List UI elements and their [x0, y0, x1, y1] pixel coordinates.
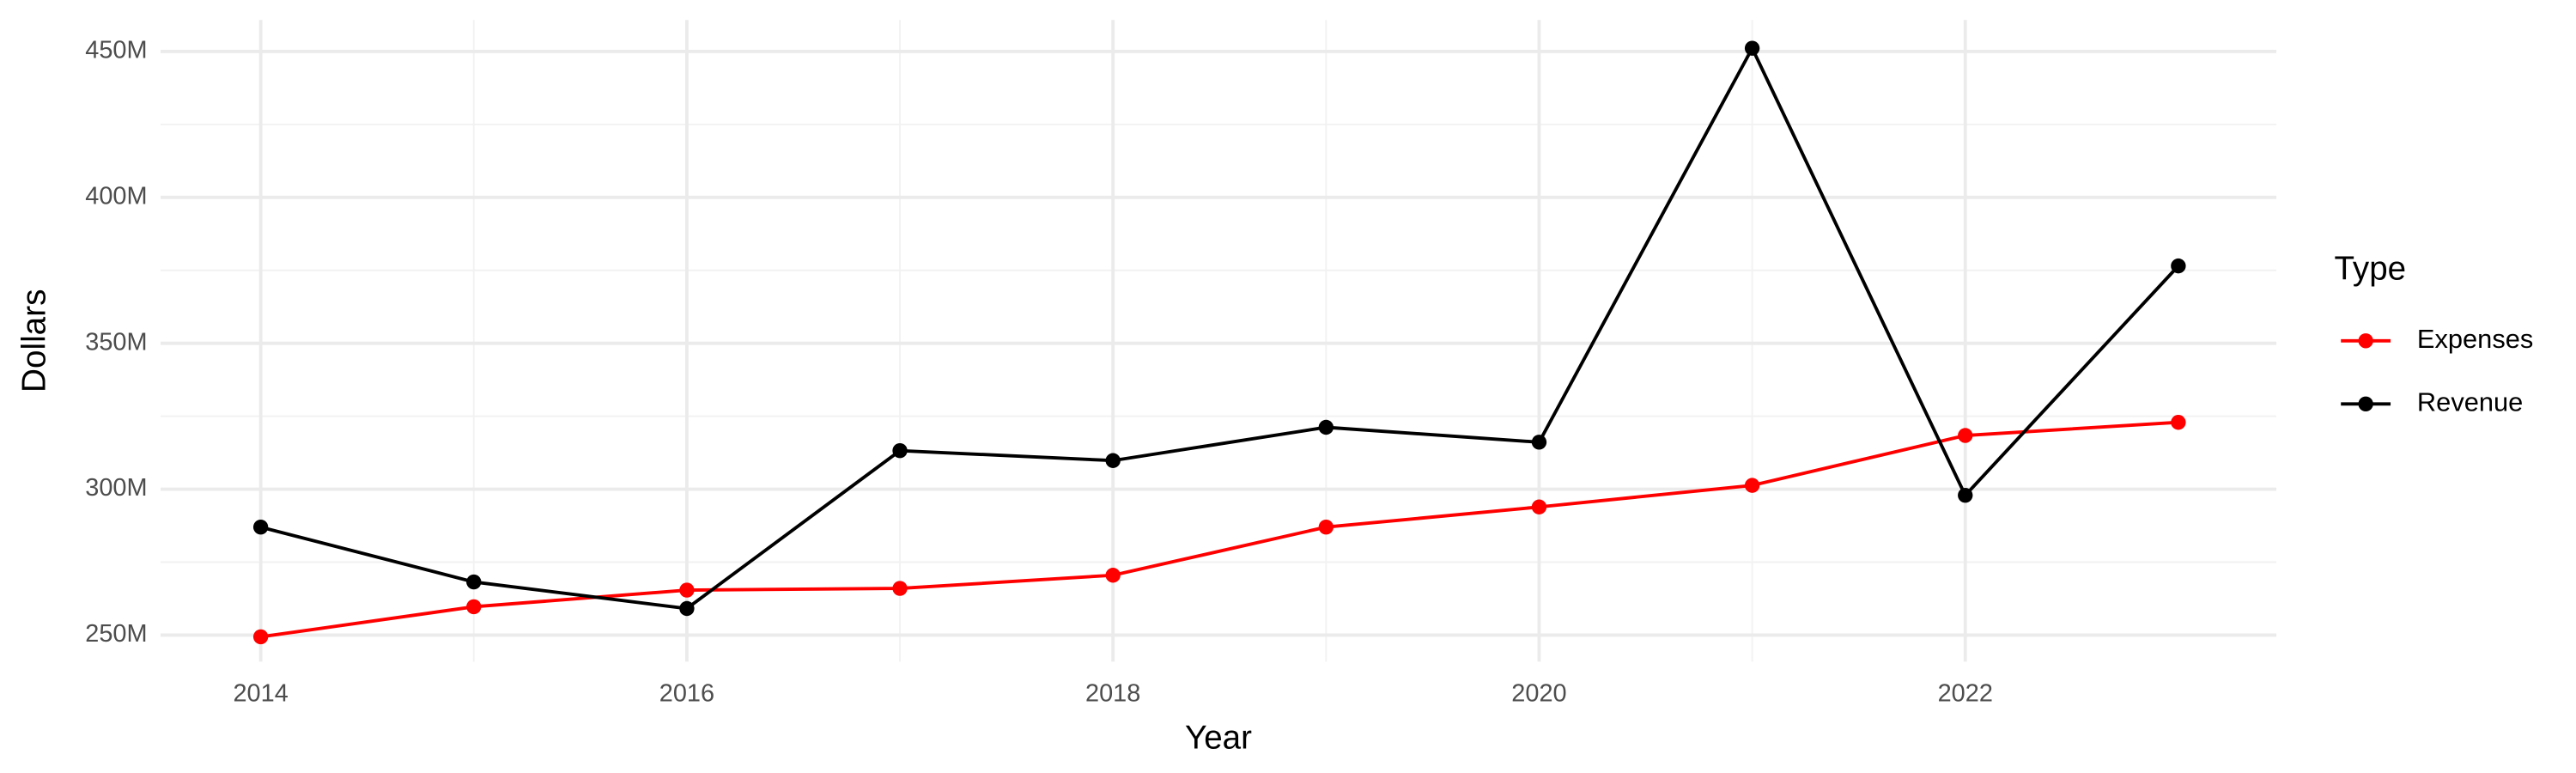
- legend-key-point: [2358, 333, 2373, 349]
- data-point: [252, 629, 269, 645]
- data-point: [679, 582, 695, 598]
- data-point: [252, 519, 269, 535]
- data-point: [1531, 499, 1547, 514]
- data-point: [892, 581, 908, 596]
- y-tick-label: 250M: [85, 620, 147, 648]
- x-tick-label: 2016: [659, 680, 714, 708]
- data-point: [1744, 478, 1760, 493]
- data-point: [1744, 40, 1760, 56]
- series-line: [260, 420, 2179, 639]
- data-point: [892, 442, 908, 459]
- data-point: [679, 600, 695, 617]
- y-tick-label: 450M: [85, 37, 147, 64]
- legend-label: Revenue: [2417, 386, 2523, 417]
- data-point: [2171, 258, 2186, 274]
- data-point: [1105, 453, 1121, 468]
- x-axis-title: Year: [1185, 719, 1252, 756]
- x-tick-label: 2020: [1511, 680, 1566, 708]
- data-point: [1531, 435, 1547, 450]
- y-tick-label: 350M: [85, 328, 147, 356]
- x-tick-label: 2022: [1938, 680, 1993, 708]
- data-point: [1958, 428, 1973, 443]
- data-point: [1318, 519, 1334, 535]
- legend-label: Expenses: [2417, 324, 2533, 354]
- x-tick-label: 2018: [1085, 680, 1140, 708]
- x-tick-label: 2014: [233, 680, 288, 708]
- y-tick-label: 300M: [85, 474, 147, 502]
- series-line: [260, 44, 2180, 611]
- y-tick-label: 400M: [85, 182, 147, 210]
- y-axis-title: Dollars: [16, 289, 53, 393]
- data-point: [466, 599, 482, 615]
- legend-key-point: [2358, 396, 2373, 412]
- data-point: [2171, 415, 2186, 430]
- data-point: [1318, 419, 1334, 435]
- legend-title: Type: [2335, 251, 2407, 288]
- data-point: [1105, 568, 1121, 583]
- data-point: [466, 574, 482, 590]
- data-point: [1958, 487, 1973, 503]
